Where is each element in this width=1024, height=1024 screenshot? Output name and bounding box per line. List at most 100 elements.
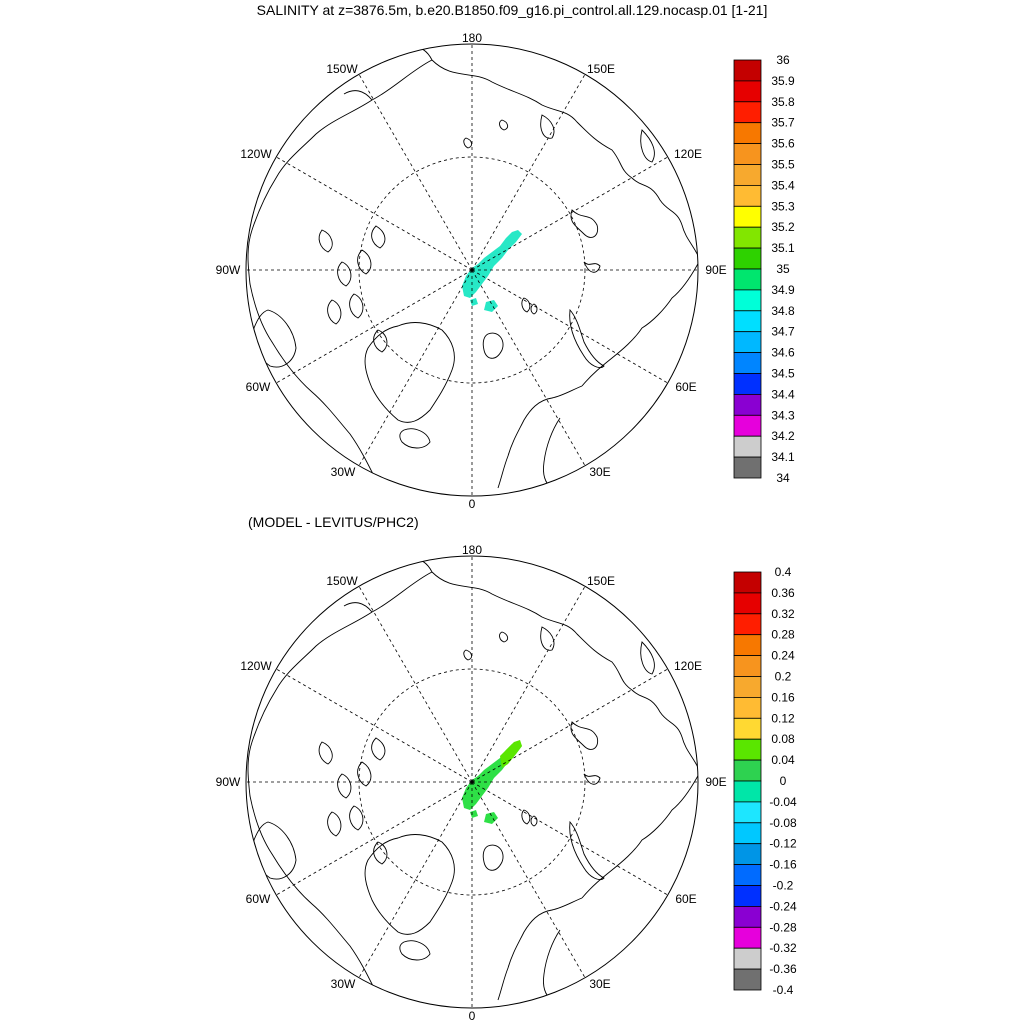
colorbar-label: -0.28	[769, 920, 797, 934]
longitude-labels: 180 150E 120E 90E 60E 30E 0 30W 60W 90W …	[216, 543, 727, 1023]
colorbar-swatch	[733, 310, 762, 333]
colorbar-label: 35.1	[771, 241, 795, 255]
lon-label-150e: 150E	[587, 62, 615, 76]
colorbar-swatch	[733, 352, 762, 374]
colorbar-swatch	[733, 738, 762, 761]
salinity-field	[462, 230, 522, 312]
colorbar-swatch	[733, 571, 762, 594]
colorbar-swatch	[733, 864, 762, 886]
difference-field-patch	[484, 812, 498, 824]
colorbar-swatch	[733, 205, 762, 228]
difference-field-patch	[470, 810, 478, 818]
colorbar-label: 0.28	[771, 628, 795, 642]
difference-title: (MODEL - LEVITUS/PHC2)	[248, 514, 419, 530]
colorbar-label: -0.32	[769, 941, 797, 955]
colorbar-label: 35.4	[771, 178, 795, 192]
colorbar-swatch	[733, 143, 762, 165]
colorbar-swatch	[733, 393, 762, 416]
lon-label-120w: 120W	[240, 659, 272, 673]
lon-label-0: 0	[469, 1009, 476, 1023]
colorbar-label: 34.4	[771, 387, 795, 401]
colorbar-swatch	[733, 634, 762, 657]
colorbar-swatch	[733, 947, 762, 970]
colorbar-swatch	[733, 697, 762, 719]
map-boundary	[245, 43, 699, 497]
colorbar-label: -0.04	[769, 795, 797, 809]
lon-label-150w: 150W	[326, 62, 358, 76]
colorbar-label: 0.2	[775, 670, 792, 684]
lon-label-120w: 120W	[240, 147, 272, 161]
colorbar-swatch	[733, 101, 762, 124]
salinity-field-patch	[470, 298, 478, 306]
colorbar-label: 0.36	[771, 586, 795, 600]
colorbar-swatch	[733, 780, 762, 803]
colorbar-label: 34.7	[771, 325, 795, 339]
colorbar-label: 34.8	[771, 304, 795, 318]
lon-label-0: 0	[469, 497, 476, 511]
colorbar-label: 0.08	[771, 732, 795, 746]
lon-label-30w: 30W	[331, 977, 356, 991]
lon-label-120e: 120E	[674, 147, 702, 161]
colorbar-swatch	[733, 592, 762, 615]
colorbar-label: 0.32	[771, 607, 795, 621]
colorbar-label: 0.16	[771, 690, 795, 704]
lon-label-60w: 60W	[246, 380, 271, 394]
colorbar-label: 34.5	[771, 367, 795, 381]
difference-colorbar: 0.4 0.36 0.32 0.28 0.24 0.2 0.16 0.12 0.08 0.04 0 -…	[733, 565, 797, 997]
colorbar-swatch	[733, 906, 762, 928]
colorbar-label: 35	[776, 262, 790, 276]
difference-field-high	[500, 740, 522, 768]
colorbar-swatch	[733, 926, 762, 949]
colorbar-swatch	[733, 247, 762, 270]
colorbar-label: 35.8	[771, 95, 795, 109]
colorbar-label: 35.5	[771, 158, 795, 172]
colorbar-swatch	[733, 822, 762, 845]
lon-label-90w: 90W	[216, 775, 241, 789]
lon-label-30e: 30E	[589, 977, 610, 991]
colorbar-label: 0.12	[771, 711, 795, 725]
lon-label-180: 180	[462, 31, 482, 45]
colorbar-swatch	[733, 843, 762, 866]
salinity-colorbar: 36 35.9 35.8 35.7 35.6 35.5 35.4 35.3 35.2 35.1 35…	[733, 53, 795, 485]
lon-label-30e: 30E	[589, 465, 610, 479]
colorbar-label: 34.3	[771, 408, 795, 422]
colorbar-label: 0.04	[771, 753, 795, 767]
colorbar-swatch	[733, 613, 762, 636]
salinity-field-ridge	[462, 230, 522, 298]
colorbar-label: -0.4	[773, 983, 794, 997]
lon-label-60e: 60E	[675, 892, 696, 906]
colorbar-swatch	[733, 331, 762, 354]
colorbar-label: 35.9	[771, 74, 795, 88]
map-boundary	[245, 555, 699, 1009]
colorbar-swatch	[733, 456, 762, 479]
main-title: SALINITY at z=3876.5m, b.e20.B1850.f09_g…	[256, 2, 768, 18]
colorbar-label: 0.4	[775, 565, 792, 579]
lon-label-30w: 30W	[331, 465, 356, 479]
colorbar-swatch	[733, 435, 762, 458]
colorbar-swatch	[733, 122, 762, 144]
colorbar-label: -0.24	[769, 899, 797, 913]
colorbar-swatch	[733, 801, 762, 824]
difference-field	[462, 740, 522, 824]
lon-label-180: 180	[462, 543, 482, 557]
colorbar-label: 34.9	[771, 283, 795, 297]
colorbar-label: 36	[776, 53, 790, 67]
colorbar-label: -0.2	[773, 879, 794, 893]
colorbar-label: 34.1	[771, 450, 795, 464]
colorbar-label: 35.3	[771, 199, 795, 213]
colorbar-label: 34.6	[771, 346, 795, 360]
colorbar-swatch	[733, 226, 762, 249]
colorbar-label: 0.24	[771, 649, 795, 663]
longitude-labels: 180 150E 120E 90E 60E 30E 0 30W 60W 90W …	[216, 31, 727, 511]
salinity-field-patch	[484, 300, 498, 312]
colorbar-label: 35.7	[771, 116, 795, 130]
colorbar-swatch	[733, 164, 762, 186]
colorbar-swatch	[733, 655, 762, 677]
lon-label-60e: 60E	[675, 380, 696, 394]
difference-map: 180 150E 120E 90E 60E 30E 0 30W 60W 90W …	[216, 543, 727, 1023]
colorbar-swatch	[733, 717, 762, 740]
colorbar-swatch	[733, 59, 762, 82]
lon-label-90e: 90E	[705, 775, 726, 789]
colorbar-swatch	[733, 268, 762, 291]
